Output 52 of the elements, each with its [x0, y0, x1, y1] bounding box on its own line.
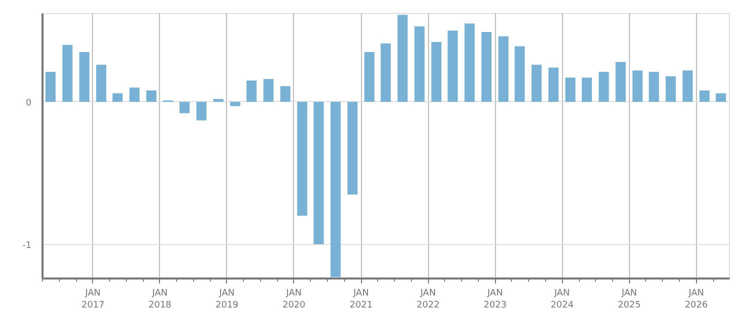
x-tick-label: JAN 2024	[550, 288, 574, 310]
bar	[347, 102, 358, 194]
bar	[380, 43, 391, 102]
x-tick-label: JAN 2025	[618, 288, 641, 310]
bar	[514, 46, 525, 102]
bar	[666, 76, 676, 102]
bar	[565, 78, 576, 102]
bar	[448, 30, 458, 102]
bar	[146, 90, 156, 102]
bar	[196, 102, 207, 120]
bar	[230, 102, 240, 106]
bar	[213, 98, 224, 102]
bar	[498, 36, 508, 102]
bar	[548, 68, 559, 102]
x-tick-label: JAN 2017	[82, 288, 104, 310]
y-tick-label: -1	[22, 240, 32, 251]
bar	[699, 90, 710, 102]
x-tick-label: JAN 2022	[416, 288, 440, 310]
bar	[682, 70, 693, 102]
x-tick-label: JAN 2019	[216, 288, 239, 310]
bar	[62, 44, 73, 102]
bar	[716, 93, 726, 102]
bar	[532, 64, 542, 102]
x-tick-label: JAN 2023	[484, 288, 507, 310]
y-tick-label: 0	[26, 98, 32, 108]
bar	[96, 64, 106, 102]
x-tick-label: JAN 2021	[350, 288, 373, 310]
x-tick-label: JAN 2026	[684, 288, 708, 310]
bar	[582, 78, 592, 102]
x-tick-label: JAN 2020	[282, 288, 306, 310]
bar	[364, 52, 374, 102]
bar	[112, 93, 123, 102]
bar	[179, 102, 190, 114]
bar	[246, 80, 257, 102]
bar	[280, 86, 290, 102]
bar	[632, 70, 643, 102]
bar	[297, 102, 308, 216]
bar	[431, 42, 442, 102]
bar	[314, 102, 324, 244]
bar	[414, 26, 425, 102]
bar	[464, 23, 475, 102]
bar	[46, 72, 56, 102]
bar	[616, 62, 626, 102]
bar	[481, 32, 492, 102]
bar	[648, 72, 659, 102]
bar	[598, 72, 609, 102]
bar	[330, 102, 341, 278]
bar	[79, 52, 90, 102]
bar	[263, 79, 274, 102]
bar	[129, 88, 140, 102]
bar	[398, 14, 408, 102]
x-tick-label: JAN 2018	[148, 288, 172, 310]
